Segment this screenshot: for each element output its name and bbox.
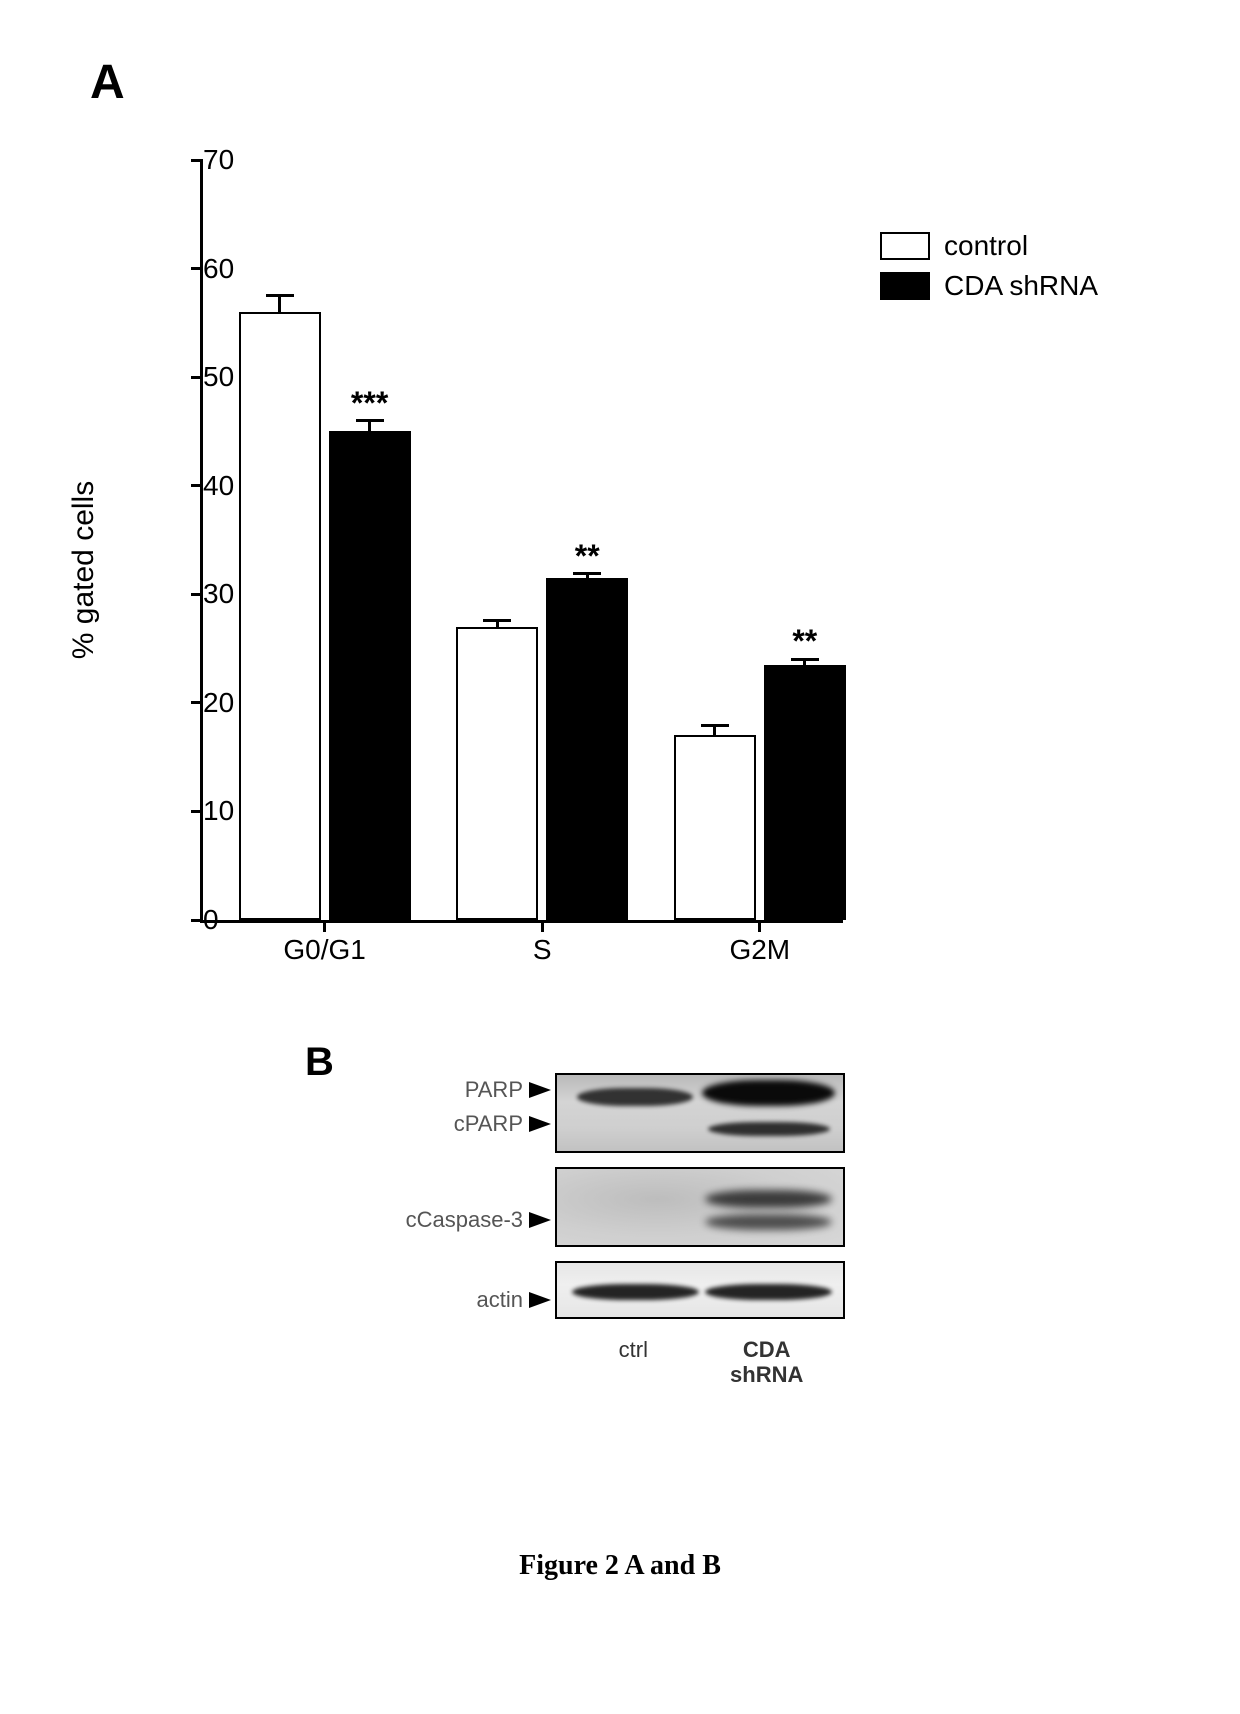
blot-label-text: cCaspase-3 bbox=[406, 1207, 523, 1233]
legend-swatch bbox=[880, 232, 930, 260]
blot-panel bbox=[555, 1073, 845, 1153]
ytick bbox=[191, 919, 203, 922]
bar bbox=[329, 431, 411, 920]
xtick-label: S bbox=[533, 920, 552, 966]
blot-band bbox=[572, 1284, 700, 1300]
blot-band bbox=[708, 1122, 830, 1136]
pointer-arrow-icon bbox=[529, 1292, 551, 1308]
xtick-label: G2M bbox=[729, 920, 790, 966]
ytick bbox=[191, 810, 203, 813]
bar bbox=[546, 578, 628, 920]
bar bbox=[674, 735, 756, 920]
ytick-label: 30 bbox=[203, 578, 221, 610]
ytick bbox=[191, 159, 203, 162]
blot-label-text: cPARP bbox=[454, 1111, 523, 1137]
ytick bbox=[191, 376, 203, 379]
figure-caption: Figure 2 A and B bbox=[519, 1550, 721, 1582]
pointer-arrow-icon bbox=[529, 1082, 551, 1098]
error-bar bbox=[368, 421, 371, 432]
pointer-arrow-icon bbox=[529, 1212, 551, 1228]
error-cap bbox=[701, 724, 729, 727]
blot-band bbox=[705, 1284, 833, 1300]
ytick bbox=[191, 267, 203, 270]
legend-label: control bbox=[944, 230, 1028, 262]
bar bbox=[239, 312, 321, 920]
panel-b: PARP cPARP cCaspase-3 actin ctrl CDAshRNA bbox=[365, 1055, 895, 1475]
error-bar bbox=[278, 296, 281, 312]
significance-label: *** bbox=[351, 385, 388, 422]
significance-label: ** bbox=[792, 623, 817, 660]
significance-label: ** bbox=[575, 538, 600, 575]
ytick-label: 70 bbox=[203, 144, 221, 176]
ytick bbox=[191, 701, 203, 704]
lane-label: ctrl bbox=[619, 1337, 648, 1362]
blot-panel bbox=[555, 1167, 845, 1247]
ytick-label: 10 bbox=[203, 795, 221, 827]
blot-label-text: PARP bbox=[465, 1077, 523, 1103]
blot-band bbox=[705, 1214, 833, 1230]
blot-row-label: cCaspase-3 bbox=[406, 1207, 551, 1233]
ytick-label: 50 bbox=[203, 361, 221, 393]
blot-row-label: PARP bbox=[465, 1077, 551, 1103]
legend-swatch bbox=[880, 272, 930, 300]
ytick-label: 0 bbox=[203, 904, 221, 936]
blot-row-label: cPARP bbox=[454, 1111, 551, 1137]
legend-item: control bbox=[880, 230, 1098, 262]
blot-band bbox=[702, 1080, 835, 1106]
legend: control CDA shRNA bbox=[880, 230, 1098, 310]
bar bbox=[456, 627, 538, 920]
panel-letter-a: A bbox=[90, 55, 125, 110]
panel-letter-b: B bbox=[305, 1040, 334, 1085]
blot-panel bbox=[555, 1261, 845, 1319]
blot-row-label: actin bbox=[477, 1287, 551, 1313]
blot-label-text: actin bbox=[477, 1287, 523, 1313]
lane-label: CDAshRNA bbox=[730, 1337, 803, 1388]
pointer-arrow-icon bbox=[529, 1116, 551, 1132]
error-cap bbox=[483, 619, 511, 622]
ytick bbox=[191, 484, 203, 487]
ytick-label: 40 bbox=[203, 470, 221, 502]
xtick-label: G0/G1 bbox=[283, 920, 365, 966]
ytick-label: 60 bbox=[203, 253, 221, 285]
ytick bbox=[191, 593, 203, 596]
legend-label: CDA shRNA bbox=[944, 270, 1098, 302]
legend-item: CDA shRNA bbox=[880, 270, 1098, 302]
yaxis-label: % gated cells bbox=[67, 481, 101, 659]
blot-band bbox=[577, 1088, 693, 1106]
plot-area: 010203040506070G0/G1***S**G2M** bbox=[200, 160, 843, 923]
error-cap bbox=[266, 294, 294, 297]
chart-a: % gated cells 010203040506070G0/G1***S**… bbox=[110, 160, 870, 980]
ytick-label: 20 bbox=[203, 687, 221, 719]
bar bbox=[764, 665, 846, 920]
blot-band bbox=[705, 1190, 833, 1208]
